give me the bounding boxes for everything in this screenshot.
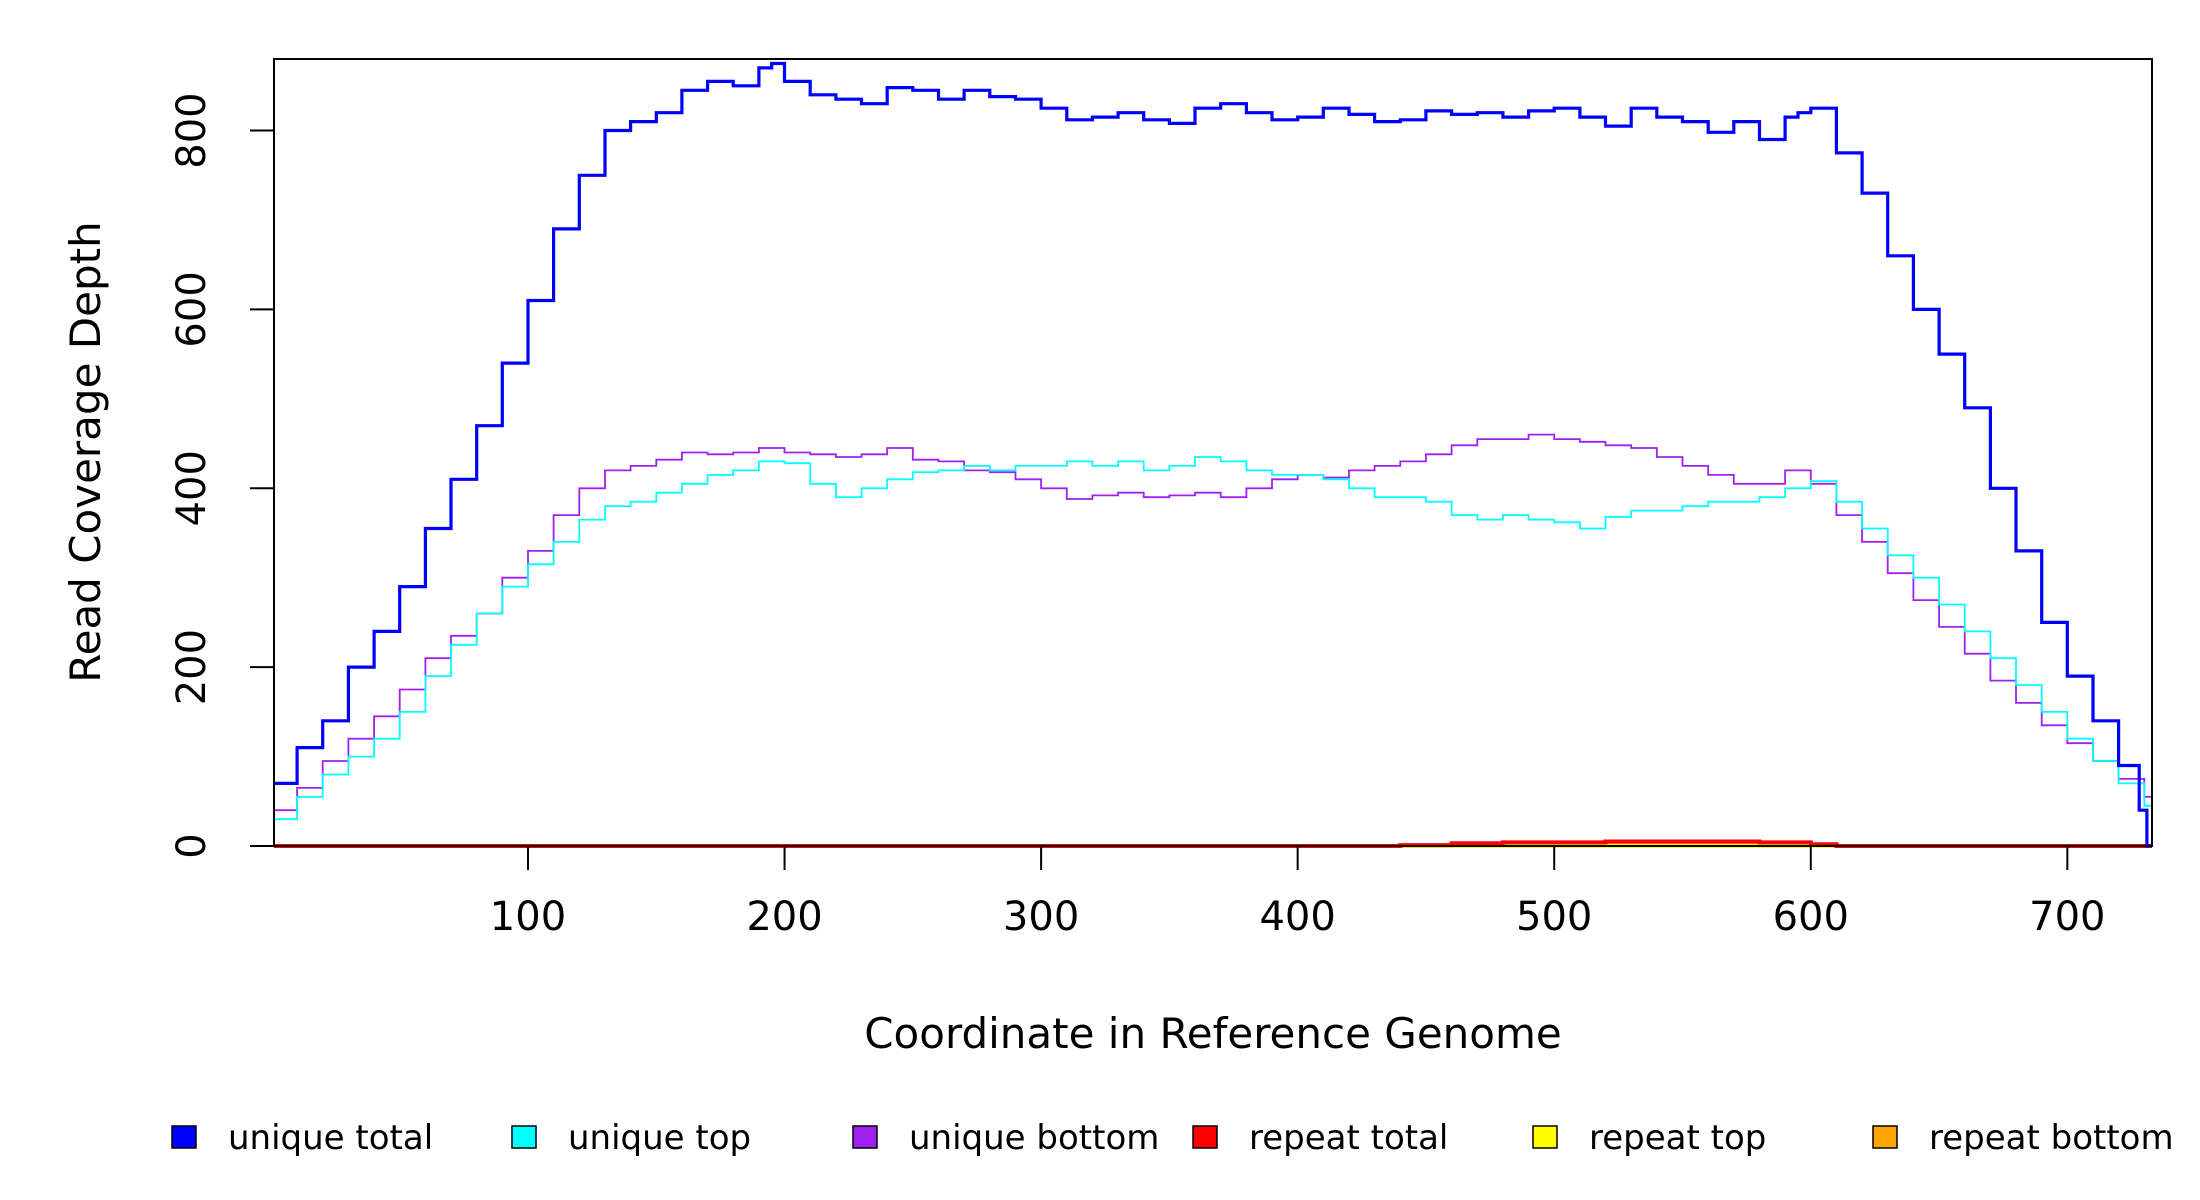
legend-swatch-repeat-top [1532, 1125, 1558, 1149]
legend-label-unique-bottom: unique bottom [909, 1118, 1159, 1158]
legend-label-unique-total: unique total [228, 1118, 433, 1158]
legend: unique total unique top unique bottom repea… [171, 1118, 2174, 1158]
y-tick-label: 600 [169, 271, 215, 347]
series-line-unique-top [274, 456, 2153, 842]
series-line-unique-total [274, 61, 2152, 848]
legend-swatch-unique-bottom [852, 1125, 878, 1149]
x-axis-title: Coordinate in Reference Genome [864, 1009, 1562, 1058]
x-tick-label: 300 [1003, 894, 1079, 940]
legend-label-repeat-bottom: repeat bottom [1929, 1118, 2174, 1158]
x-tick-label: 200 [746, 894, 822, 940]
x-tick-label: 400 [1259, 894, 1335, 940]
y-tick-label: 400 [169, 450, 215, 526]
legend-swatch-unique-total [171, 1125, 197, 1149]
legend-label-unique-top: unique top [568, 1118, 751, 1158]
series-line-unique-bottom [274, 433, 2153, 842]
y-axis-title: Read Coverage Depth [61, 221, 110, 682]
legend-swatch-repeat-bottom [1872, 1125, 1898, 1149]
x-tick-label: 700 [2029, 894, 2105, 940]
legend-label-repeat-total: repeat total [1249, 1118, 1448, 1158]
legend-swatch-unique-top [511, 1125, 537, 1149]
legend-swatch-repeat-total [1192, 1125, 1218, 1149]
x-tick-label: 100 [490, 894, 566, 940]
y-axis: 0 200 400 600 800 [169, 92, 274, 859]
x-tick-label: 500 [1516, 894, 1592, 940]
x-axis: 100 200 300 400 500 600 700 [490, 846, 2106, 940]
legend-label-repeat-top: repeat top [1589, 1118, 1766, 1158]
plot-frame [273, 58, 2153, 847]
x-tick-label: 600 [1773, 894, 1849, 940]
y-tick-label: 0 [169, 833, 215, 858]
y-tick-label: 800 [169, 92, 215, 168]
y-tick-label: 200 [169, 629, 215, 705]
